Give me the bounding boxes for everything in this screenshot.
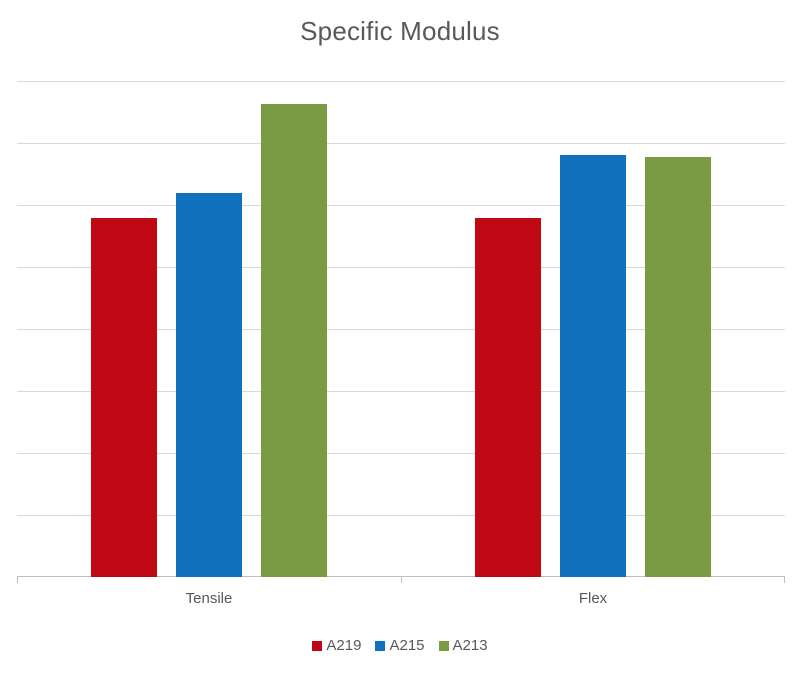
gridline [17,205,785,206]
legend-item-a215: A215 [375,637,425,654]
bar-flex-a213 [645,157,711,577]
gridline [17,515,785,516]
bar-flex-a215 [560,154,626,577]
x-axis-tick [401,577,402,583]
legend-label: A219 [326,637,362,654]
bar-tensile-a213 [261,103,327,577]
x-axis-tick [784,577,785,583]
legend-item-a213: A213 [438,637,488,654]
category-label-flex: Flex [578,590,608,607]
gridline [17,81,785,82]
x-axis-tick [17,577,18,583]
gridline [17,453,785,454]
gridline [17,391,785,392]
legend-item-a219: A219 [312,637,361,654]
plot-area [17,81,785,583]
bar-tensile-a219 [91,218,157,577]
legend-label: A215 [389,637,425,654]
category-label-tensile: Tensile [185,590,233,607]
gridline [17,143,785,144]
x-axis-line [17,576,785,577]
legend-label: A213 [452,637,488,654]
legend-swatch [375,640,386,651]
gridline [17,267,785,268]
bar-tensile-a215 [176,193,242,577]
legend: A219 A215 A213 [0,637,800,654]
legend-swatch [438,640,449,651]
chart-title: Specific Modulus [300,16,500,46]
bar-flex-a219 [475,218,541,577]
legend-swatch [312,640,323,651]
gridline [17,329,785,330]
